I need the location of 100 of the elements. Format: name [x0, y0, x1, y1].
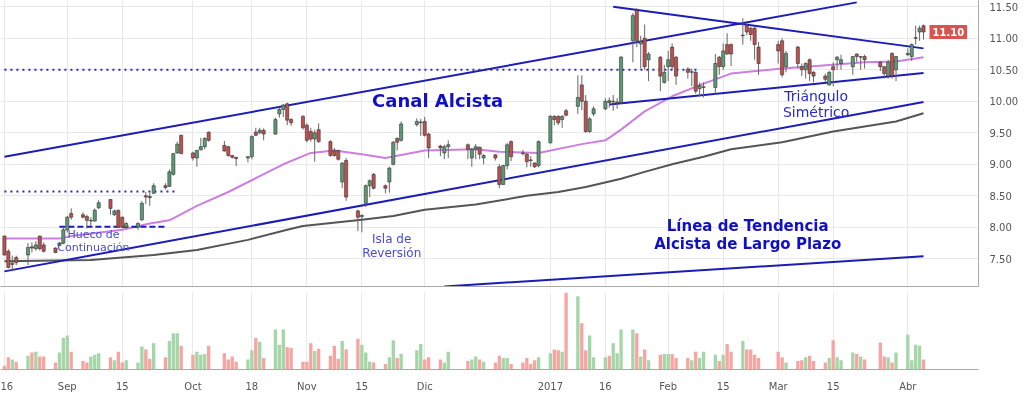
candlestick: [195, 149, 199, 168]
bar: [552, 349, 556, 370]
candlestick: [26, 242, 30, 266]
bar: [273, 329, 278, 370]
bar: [862, 359, 867, 370]
bar: [894, 352, 898, 370]
bar: [886, 357, 890, 370]
candlestick: [576, 74, 580, 115]
candlestick: [740, 17, 745, 46]
bar: [560, 351, 564, 370]
candlestick: [713, 53, 718, 96]
bar: [81, 361, 85, 370]
annotation: Triángulo Simétrico: [782, 88, 850, 121]
x-tick-label: Feb: [659, 380, 678, 392]
bar: [34, 351, 38, 370]
bar: [521, 362, 525, 370]
annotation: Canal Alcista: [372, 90, 504, 112]
candlestick: [894, 55, 898, 82]
x-tick-label: Dic: [416, 380, 433, 392]
candlestick: [890, 51, 894, 80]
bar: [839, 360, 843, 370]
y-tick-label: 11.00: [989, 33, 1019, 45]
x-tick-label: 15: [826, 380, 840, 392]
bar: [745, 349, 749, 370]
bar: [195, 351, 199, 370]
y-tick-label: 11.50: [989, 1, 1019, 13]
bar: [301, 361, 305, 370]
x-tick-label: 18: [245, 380, 259, 392]
bar: [360, 344, 364, 370]
annotation: Isla de Reversión: [362, 232, 422, 261]
candlestick: [729, 42, 733, 67]
bar: [140, 346, 144, 370]
bar: [356, 338, 360, 370]
bar: [144, 349, 148, 370]
y-tick-label: 8.00: [989, 222, 1012, 234]
bar: [309, 343, 313, 370]
bar: [344, 349, 348, 370]
bar: [749, 349, 753, 370]
candlestick: [391, 140, 396, 167]
bar: [478, 359, 482, 370]
bar: [289, 347, 293, 370]
y-tick-label: 10.00: [989, 96, 1019, 108]
bar: [438, 359, 443, 370]
bar: [89, 356, 93, 370]
candlestick: [250, 134, 254, 160]
y-tick-label: 8.50: [989, 190, 1012, 202]
bar: [642, 349, 647, 370]
annotation: 11.10: [932, 27, 965, 38]
bar: [30, 352, 34, 370]
bar: [85, 362, 89, 370]
bar: [741, 341, 745, 370]
bar: [423, 359, 427, 370]
bar: [686, 357, 690, 370]
candlestick: [839, 54, 843, 71]
bar: [619, 329, 623, 370]
bar: [26, 355, 30, 370]
bar: [725, 344, 729, 370]
bar: [466, 361, 470, 370]
x-tick-label: Nov: [297, 380, 317, 392]
candlestick: [469, 147, 474, 168]
x-tick-label: 15: [716, 380, 730, 392]
bar: [576, 296, 580, 370]
bar: [674, 357, 678, 370]
bar: [890, 362, 894, 370]
bar: [784, 362, 788, 370]
candlestick: [363, 183, 368, 208]
bar: [564, 292, 568, 370]
x-tick-label: 16: [599, 380, 612, 392]
bar: [580, 323, 584, 370]
y-tick-label: 9.50: [989, 127, 1012, 139]
y-tick-label: 7.50: [989, 253, 1012, 265]
bar: [921, 359, 926, 370]
x-tick-label: 16: [0, 380, 14, 392]
candlestick: [666, 50, 671, 82]
y-tick-label: 10.50: [989, 64, 1019, 76]
bar: [281, 329, 285, 370]
bar: [152, 343, 156, 370]
candlestick: [658, 55, 663, 92]
candlestick: [85, 214, 89, 230]
bar: [399, 354, 403, 370]
candlestick: [387, 166, 392, 194]
candlestick: [835, 55, 839, 71]
x-tick-label: Abr: [899, 380, 918, 392]
bar: [835, 357, 839, 370]
bar: [631, 329, 635, 370]
x-tick-label: Sep: [57, 380, 77, 392]
annotation: Línea de Tendencia Alcista de Largo Plazo: [654, 217, 842, 254]
bar: [611, 343, 615, 370]
x-tick-label: Mar: [768, 380, 789, 392]
candlestick: [721, 42, 726, 71]
x-tick-label: 2017: [537, 380, 564, 392]
bar: [670, 354, 674, 370]
bar: [250, 350, 254, 370]
bar: [191, 354, 195, 370]
bar: [470, 359, 474, 370]
x-tick-label: Oct: [184, 380, 202, 392]
y-tick-label: 9.00: [989, 159, 1012, 171]
x-tick-label: 15: [115, 380, 129, 392]
bar: [10, 359, 14, 370]
x-tick-label: 15: [355, 380, 369, 392]
